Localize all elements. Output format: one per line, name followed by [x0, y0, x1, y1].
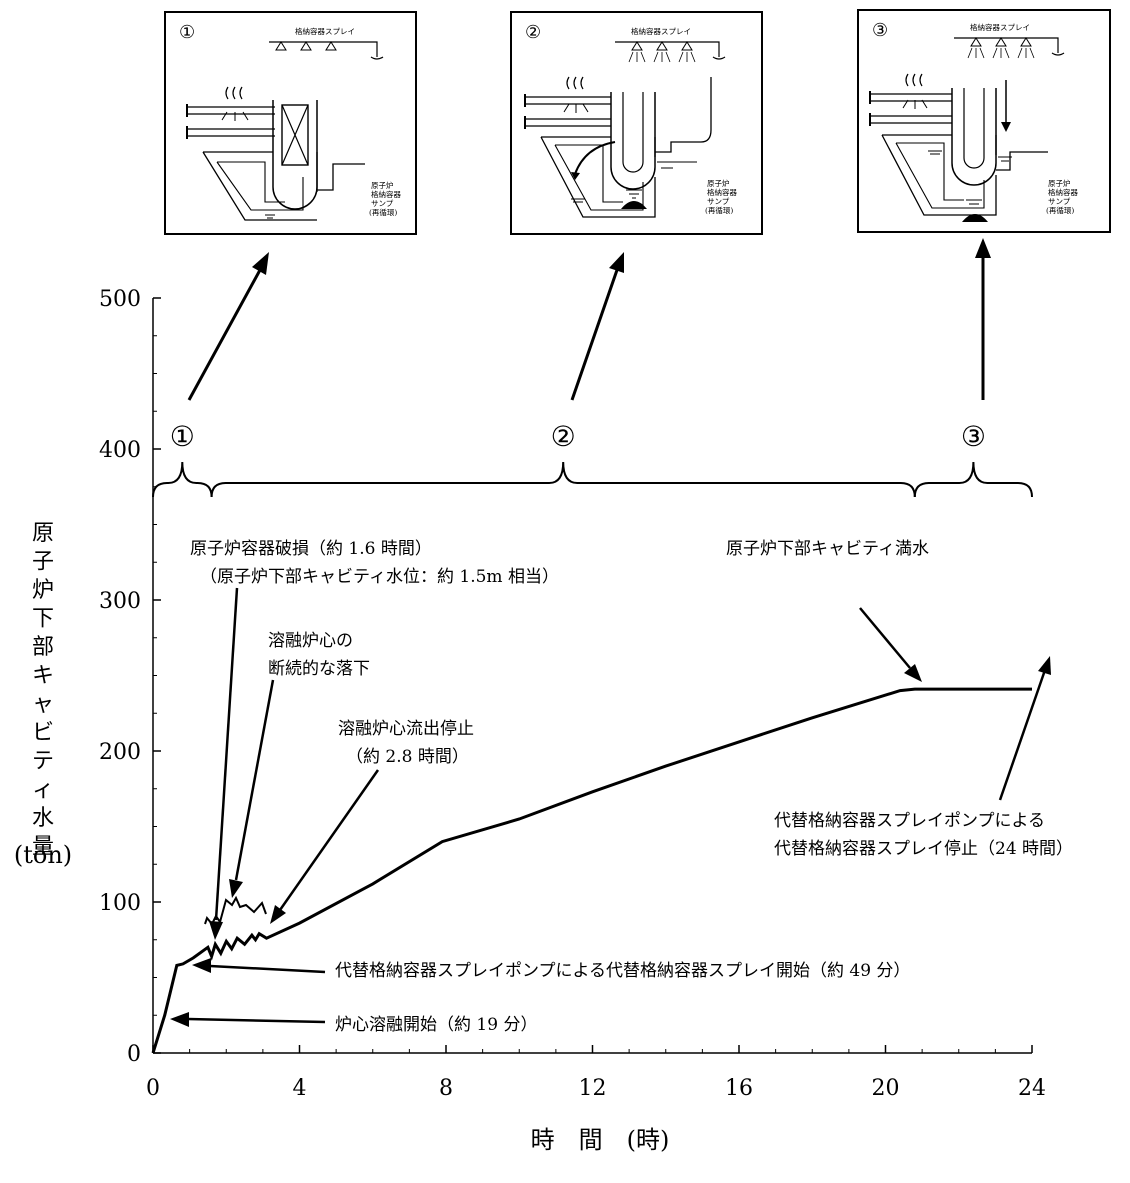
y-tick-label: 200	[99, 740, 141, 765]
annotation-core-melt: 炉心溶融開始（約 19 分）	[335, 1015, 537, 1035]
x-tick-label: 8	[439, 1076, 453, 1101]
phase-label: ③	[961, 420, 986, 453]
x-tick-label: 24	[1018, 1076, 1046, 1101]
phase-brace	[152, 461, 213, 498]
y-axis-label-char: 量	[32, 835, 54, 860]
inset-arrows	[187, 238, 991, 401]
x-tick-label: 20	[872, 1076, 900, 1101]
x-ticks: 0 4 8 12 16 20 24	[146, 1045, 1046, 1101]
y-tick-label: 300	[99, 589, 141, 614]
inset-sump-label: 原子炉	[707, 178, 730, 188]
x-axis-label: 時 間 (時)	[531, 1126, 670, 1154]
y-tick-label: 500	[99, 287, 141, 312]
annotation-corium-drop: 溶融炉心の	[268, 631, 353, 651]
inset-number: ②	[525, 22, 541, 43]
x-tick-label: 16	[725, 1076, 753, 1101]
y-axis-label-char: ャ	[32, 692, 54, 717]
y-axis-label-char: テ	[32, 749, 54, 774]
inset-spray-label: 格納容器スプレイ	[295, 26, 355, 36]
annotation-corium-stop-time: （約 2.8 時間）	[346, 747, 469, 767]
annotation-arrows	[170, 587, 1051, 1027]
y-axis-label-char: 子	[32, 550, 54, 575]
y-axis-label-char: 水	[32, 806, 54, 831]
y-tick-label: 400	[99, 438, 141, 463]
y-axis-label-char: 炉	[32, 578, 54, 603]
y-axis-label-char: キ	[32, 664, 54, 689]
y-axis-label-char: ビ	[32, 721, 54, 746]
inset-diagram-3: ③ 格納容器スプレイ 原子炉 格納容器 サンプ (再循環)	[857, 9, 1111, 233]
y-axis-label-char: 下	[32, 607, 54, 632]
annotation-vessel-breach: 原子炉容器破損（約 1.6 時間）	[190, 539, 432, 559]
annotation-corium-stop: 溶融炉心流出停止	[338, 719, 474, 739]
annotations: 原子炉容器破損（約 1.6 時間） （原子炉下部キャビティ水位：約 1.5m 相…	[190, 539, 1073, 1035]
inset-sump-label: 原子炉	[1048, 178, 1071, 188]
x-tick-label: 12	[579, 1076, 607, 1101]
y-tick-label: 100	[99, 891, 141, 916]
y-axis-unit: (ton)	[14, 841, 72, 869]
annotation-vessel-breach-level: （原子炉下部キャビティ水位：約 1.5m 相当）	[200, 567, 559, 587]
phase-label: ②	[551, 420, 576, 453]
inset-sump-label: (再循環)	[705, 205, 733, 215]
inset-sump-label: 原子炉	[371, 180, 394, 190]
phase-brace	[913, 461, 1033, 498]
inset-sump-label: 格納容器	[1048, 187, 1078, 197]
y-axis-label-char: 部	[32, 635, 54, 660]
y-ticks: 0 100 200 300 400 500	[99, 287, 161, 1067]
x-tick-label: 0	[146, 1076, 160, 1101]
y-tick-label: 0	[127, 1042, 141, 1067]
x-tick-label: 4	[293, 1076, 307, 1101]
inset-spray-label: 格納容器スプレイ	[631, 26, 691, 36]
inset-number: ①	[179, 22, 195, 43]
inset-number: ③	[872, 20, 888, 41]
annotation-spray-stop: 代替格納容器スプレイポンプによる	[774, 811, 1045, 831]
inset-spray-label: 格納容器スプレイ	[970, 22, 1030, 32]
inset-sump-label: 格納容器	[371, 189, 401, 199]
corium-drop-trace	[204, 895, 267, 926]
inset-diagram-1: ① 格納容器スプレイ 原子炉 格納容器 サンプ (再循環)	[164, 11, 417, 235]
annotation-spray-stop-2: 代替格納容器スプレイ停止（24 時間）	[774, 839, 1073, 859]
series-line	[151, 687, 1032, 1054]
inset-sump-label: サンプ	[371, 199, 394, 208]
inset-sump-label: サンプ	[707, 197, 730, 206]
phase-brace	[210, 461, 916, 498]
y-axis-label-char: ィ	[32, 778, 54, 803]
inset-sump-label: 格納容器	[707, 187, 737, 197]
phase-label: ①	[170, 420, 195, 453]
phase-braces: ① ② ③	[152, 420, 1033, 498]
inset-sump-label: サンプ	[1048, 197, 1071, 206]
y-axis-label-char: 原	[32, 521, 54, 546]
inset-sump-label: (再循環)	[1046, 205, 1074, 215]
annotation-cavity-full: 原子炉下部キャビティ満水	[726, 539, 929, 559]
annotation-spray-start: 代替格納容器スプレイポンプによる代替格納容器スプレイ開始（約 49 分）	[335, 961, 910, 981]
inset-diagram-2: ② 格納容器スプレイ 原子炉 格納容器 サンプ (再循環)	[510, 11, 763, 235]
annotation-corium-drop-2: 断続的な落下	[268, 659, 370, 679]
inset-sump-label: (再循環)	[369, 207, 397, 217]
